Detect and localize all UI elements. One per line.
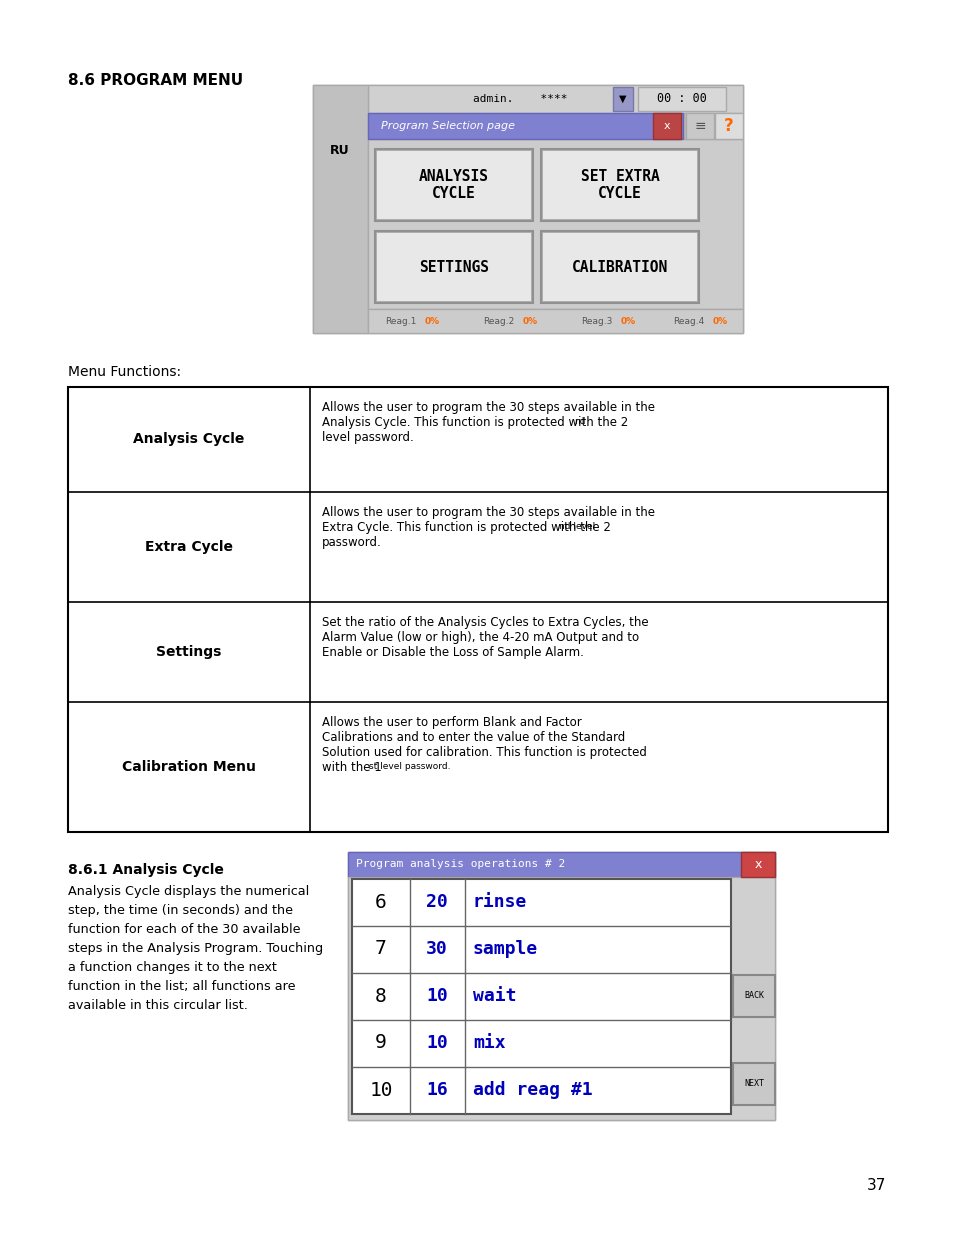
Text: 8.6 PROGRAM MENU: 8.6 PROGRAM MENU xyxy=(68,73,243,88)
Text: Solution used for calibration. This function is protected: Solution used for calibration. This func… xyxy=(322,746,646,760)
Text: Reag.2: Reag.2 xyxy=(482,316,514,326)
Bar xyxy=(685,112,713,140)
Text: Enable or Disable the Loss of Sample Alarm.: Enable or Disable the Loss of Sample Ala… xyxy=(322,646,583,659)
Text: 7: 7 xyxy=(375,940,387,958)
Text: Analysis Cycle displays the numerical: Analysis Cycle displays the numerical xyxy=(68,885,309,898)
Text: nd: nd xyxy=(573,417,584,426)
Bar xyxy=(375,231,533,303)
Bar xyxy=(542,151,697,219)
Text: Reag.4: Reag.4 xyxy=(672,316,703,326)
Text: st level password.: st level password. xyxy=(369,762,451,771)
Text: 0%: 0% xyxy=(620,316,636,326)
Bar xyxy=(732,1063,774,1105)
Bar xyxy=(313,85,742,333)
Text: Program analysis operations # 2: Program analysis operations # 2 xyxy=(355,860,565,869)
Text: NEXT: NEXT xyxy=(743,1079,763,1088)
Text: ANALYSIS
CYCLE: ANALYSIS CYCLE xyxy=(418,169,489,201)
Text: Reag.3: Reag.3 xyxy=(580,316,612,326)
Bar xyxy=(352,879,730,1114)
Text: RU: RU xyxy=(330,143,350,157)
Bar xyxy=(740,852,774,877)
Text: mix: mix xyxy=(473,1034,505,1052)
Text: 37: 37 xyxy=(865,1178,885,1193)
Text: BACK: BACK xyxy=(743,992,763,1000)
Text: Extra Cycle. This function is protected with the 2: Extra Cycle. This function is protected … xyxy=(322,521,610,534)
Text: function for each of the 30 available: function for each of the 30 available xyxy=(68,923,300,936)
Bar xyxy=(376,151,531,219)
Text: 30: 30 xyxy=(426,940,447,958)
Text: 8: 8 xyxy=(375,987,387,1005)
Text: ≡: ≡ xyxy=(694,119,705,133)
Text: 9: 9 xyxy=(375,1034,387,1052)
Bar xyxy=(348,852,774,877)
Text: level password.: level password. xyxy=(322,431,414,445)
Text: SETTINGS: SETTINGS xyxy=(418,259,489,274)
Bar xyxy=(540,149,699,221)
Text: Program Selection page: Program Selection page xyxy=(380,121,515,131)
Text: 00 : 00: 00 : 00 xyxy=(657,93,706,105)
Bar xyxy=(368,112,682,140)
Text: Reag.1: Reag.1 xyxy=(385,316,416,326)
Text: 10: 10 xyxy=(369,1081,393,1099)
Text: x: x xyxy=(663,121,670,131)
Text: Allows the user to program the 30 steps available in the: Allows the user to program the 30 steps … xyxy=(322,506,655,519)
Text: Analysis Cycle. This function is protected with the 2: Analysis Cycle. This function is protect… xyxy=(322,416,628,429)
Bar xyxy=(348,877,774,1120)
Bar xyxy=(375,149,533,221)
Text: Allows the user to program the 30 steps available in the: Allows the user to program the 30 steps … xyxy=(322,401,655,414)
Text: wait: wait xyxy=(473,987,516,1005)
Text: rinse: rinse xyxy=(473,893,527,911)
Text: 20: 20 xyxy=(426,893,447,911)
Bar xyxy=(368,140,742,309)
Bar xyxy=(652,112,680,140)
Bar xyxy=(542,233,697,301)
Text: 0%: 0% xyxy=(522,316,537,326)
Text: Calibrations and to enter the value of the Standard: Calibrations and to enter the value of t… xyxy=(322,731,624,743)
Text: with the 1: with the 1 xyxy=(322,761,381,774)
Bar xyxy=(348,852,774,1120)
Text: 8.6.1 Analysis Cycle: 8.6.1 Analysis Cycle xyxy=(68,863,224,877)
Bar xyxy=(732,974,774,1016)
Text: Analysis Cycle: Analysis Cycle xyxy=(133,432,244,446)
Text: ?: ? xyxy=(723,117,733,135)
Bar xyxy=(368,309,742,333)
Text: password.: password. xyxy=(322,536,381,550)
Bar xyxy=(368,85,742,112)
Text: 0%: 0% xyxy=(424,316,439,326)
Text: Extra Cycle: Extra Cycle xyxy=(145,540,233,555)
Text: 16: 16 xyxy=(426,1081,447,1099)
Text: Settings: Settings xyxy=(156,645,221,659)
Bar xyxy=(376,233,531,301)
Text: step, the time (in seconds) and the: step, the time (in seconds) and the xyxy=(68,904,293,918)
Text: Allows the user to perform Blank and Factor: Allows the user to perform Blank and Fac… xyxy=(322,716,581,729)
Bar xyxy=(68,387,887,832)
Text: CALIBRATION: CALIBRATION xyxy=(571,259,667,274)
Text: Menu Functions:: Menu Functions: xyxy=(68,366,181,379)
Text: Calibration Menu: Calibration Menu xyxy=(122,760,255,774)
Text: a function changes it to the next: a function changes it to the next xyxy=(68,961,276,974)
Text: ▼: ▼ xyxy=(618,94,626,104)
Text: 10: 10 xyxy=(426,987,447,1005)
Text: add reag #1: add reag #1 xyxy=(473,1081,592,1099)
Text: 10: 10 xyxy=(426,1034,447,1052)
Text: steps in the Analysis Program. Touching: steps in the Analysis Program. Touching xyxy=(68,942,323,955)
Bar xyxy=(613,86,633,111)
Text: 6: 6 xyxy=(375,893,387,911)
Bar xyxy=(714,112,742,140)
Text: 0%: 0% xyxy=(712,316,727,326)
Bar xyxy=(638,86,725,111)
Bar xyxy=(540,231,699,303)
Text: Alarm Value (low or high), the 4-20 mA Output and to: Alarm Value (low or high), the 4-20 mA O… xyxy=(322,631,639,643)
Text: Set the ratio of the Analysis Cycles to Extra Cycles, the: Set the ratio of the Analysis Cycles to … xyxy=(322,616,648,629)
Text: sample: sample xyxy=(473,940,537,958)
Text: x: x xyxy=(754,857,760,871)
Text: admin.    ****: admin. **** xyxy=(473,94,567,104)
Bar xyxy=(313,85,368,333)
Text: SET EXTRA
CYCLE: SET EXTRA CYCLE xyxy=(580,169,659,201)
Text: available in this circular list.: available in this circular list. xyxy=(68,999,248,1011)
Text: nd level: nd level xyxy=(558,522,595,531)
Text: function in the list; all functions are: function in the list; all functions are xyxy=(68,981,295,993)
